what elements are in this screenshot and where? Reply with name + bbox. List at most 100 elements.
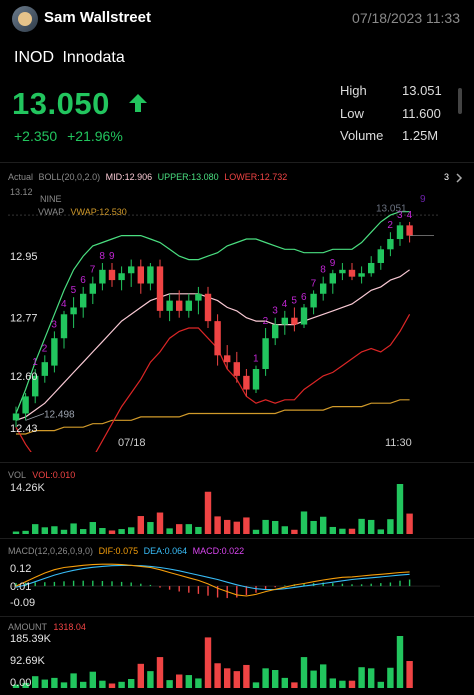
- macd-tick-label: 0.01: [10, 581, 31, 593]
- amount-bar: [377, 681, 384, 688]
- boll-upper-line: [15, 211, 410, 414]
- price-tick-label: 12.43: [10, 423, 38, 435]
- dea-line: [15, 564, 410, 591]
- stat-high-label: High: [340, 83, 367, 98]
- high-marker-count: 9: [420, 194, 426, 205]
- amount-chart[interactable]: 185.39K 92.69K 0.00: [0, 630, 474, 692]
- amount-bar: [137, 663, 144, 688]
- volume-bar: [185, 524, 192, 534]
- volume-bar: [329, 526, 336, 534]
- chevron-right-icon[interactable]: [454, 173, 464, 183]
- candle-body: [176, 300, 183, 311]
- nine-count-label: 3: [272, 306, 278, 317]
- volume-bar: [320, 516, 327, 534]
- dea-value: DEA:0.064: [143, 546, 188, 556]
- volume-bar: [156, 512, 164, 534]
- time-tick-label: 11:30: [385, 437, 412, 449]
- low-marker-label: 12.498: [44, 409, 75, 420]
- volume-bar: [32, 524, 39, 534]
- mode-label[interactable]: Actual: [8, 172, 34, 182]
- candle-body: [320, 283, 327, 294]
- volume-bar: [204, 491, 212, 534]
- indicator-count[interactable]: 3: [444, 172, 450, 182]
- candle-body: [396, 225, 404, 240]
- amount-bar: [60, 682, 68, 688]
- amount-bar: [300, 657, 308, 688]
- volume-bar: [243, 517, 250, 534]
- candle-body: [387, 239, 394, 250]
- amount-bar: [176, 674, 183, 688]
- price-change-line: +2.350 +21.96%: [14, 128, 123, 144]
- price-tick-label: 12.77: [10, 313, 38, 325]
- indicator-legend: Actual BOLL(20,0,2.0) MID:12.906 UPPER:1…: [8, 172, 287, 182]
- volume-bar: [377, 529, 384, 534]
- volume-bar: [89, 522, 96, 534]
- amount-legend: AMOUNT 1318.04: [8, 622, 86, 632]
- amount-bar: [281, 677, 288, 688]
- amount-bar: [108, 683, 116, 688]
- candle-body: [252, 369, 260, 390]
- vol-max-label: 14.26K: [10, 482, 45, 494]
- amount-bar: [214, 663, 221, 688]
- divider: [0, 538, 474, 539]
- candle-body: [377, 249, 384, 263]
- avatar[interactable]: [12, 6, 38, 32]
- price-change: +2.350: [14, 128, 58, 144]
- macd-chart[interactable]: 0.12 0.01 -0.09: [0, 556, 474, 614]
- dif-line: [15, 563, 410, 597]
- nine-count-label: 8: [320, 265, 326, 276]
- nine-count-label: 3: [51, 319, 57, 330]
- candle-body: [224, 355, 231, 363]
- nine-label: NINE: [40, 194, 62, 204]
- candle-body: [281, 317, 288, 325]
- candle-body: [137, 266, 144, 284]
- amount-bar: [12, 684, 20, 688]
- amount-bar: [156, 657, 164, 688]
- nine-count-label: 2: [263, 316, 269, 327]
- ticker-symbol: INOD: [14, 49, 54, 66]
- amount-bar: [224, 668, 231, 688]
- amount-bar: [243, 664, 250, 688]
- low-marker-line: [25, 413, 45, 421]
- vol-legend: VOL VOL:0.010: [8, 470, 75, 480]
- volume-bar: [176, 524, 183, 534]
- candle-body: [310, 293, 317, 308]
- amount-bar: [204, 637, 212, 688]
- candle-body: [272, 324, 279, 339]
- stats-scrollbar[interactable]: [458, 88, 462, 114]
- volume-bar: [252, 529, 260, 534]
- nine-count-label: 4: [282, 299, 288, 310]
- time-tick-label: 07/18: [118, 437, 146, 449]
- candle-body: [166, 300, 173, 311]
- macd-title: MACD(12,0,26,0,9,0): [8, 546, 94, 556]
- volume-bar: [99, 528, 106, 534]
- candle-body: [128, 266, 135, 274]
- amount-bar: [233, 671, 240, 688]
- amount-value: 1318.04: [53, 622, 86, 632]
- candle-body: [204, 293, 212, 322]
- stat-low-label: Low: [340, 106, 364, 121]
- boll-label: BOLL(20,0,2.0): [38, 172, 101, 182]
- candle-body: [329, 273, 336, 284]
- amount-tick-label: 92.69K: [10, 655, 46, 667]
- amount-bar: [272, 670, 279, 688]
- amount-bar: [310, 670, 317, 688]
- nine-count-label: 5: [291, 295, 297, 306]
- volume-bar: [368, 519, 375, 534]
- divider: [0, 162, 474, 163]
- volume-bar: [70, 523, 77, 534]
- volume-bar: [108, 530, 116, 534]
- vol-value: VOL:0.010: [32, 470, 76, 480]
- amount-bar: [387, 667, 394, 688]
- candle-body: [185, 300, 192, 311]
- vwap-legend: VWAP VWAP:12.530: [38, 207, 127, 217]
- volume-chart[interactable]: [0, 480, 474, 536]
- volume-bar: [272, 520, 279, 534]
- boll-upper: UPPER:13.080: [157, 172, 219, 182]
- volume-bar: [233, 521, 240, 534]
- candle-body: [348, 269, 356, 277]
- divider: [0, 462, 474, 463]
- candle-body: [89, 283, 96, 294]
- nine-count-label: 6: [301, 292, 307, 303]
